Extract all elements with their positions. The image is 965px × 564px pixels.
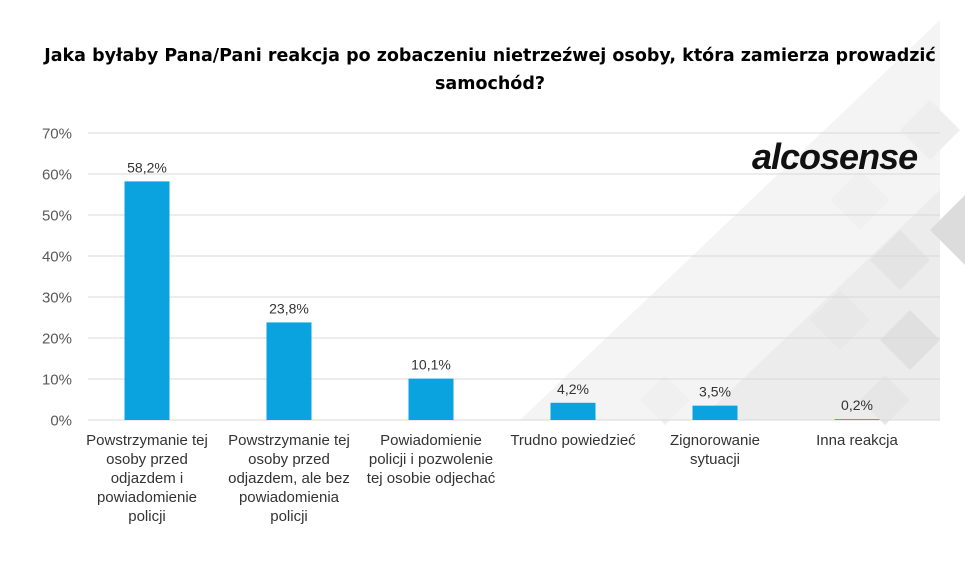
- bar: [692, 405, 738, 420]
- x-tick-label: Powstrzymanie tej osoby przed odjazdem i…: [86, 432, 208, 525]
- y-tick-label: 30%: [42, 290, 72, 307]
- x-tick-label: Trudno powiedzieć: [510, 432, 636, 449]
- y-tick-label: 70%: [42, 126, 72, 143]
- bar: [408, 378, 454, 420]
- data-label: 10,1%: [411, 357, 451, 373]
- data-label: 58,2%: [127, 159, 167, 175]
- data-label: 4,2%: [557, 381, 589, 397]
- x-tick-label: Inna reakcja: [816, 432, 898, 449]
- data-label: 23,8%: [269, 300, 309, 316]
- x-tick-label: Zignorowanie sytuacji: [669, 432, 761, 468]
- bar: [124, 181, 170, 420]
- y-tick-label: 50%: [42, 208, 72, 225]
- x-tick-label: Powiadomienie policji i pozwolenie tej o…: [366, 432, 496, 487]
- data-label: 3,5%: [699, 384, 731, 400]
- bar: [550, 402, 596, 420]
- y-tick-label: 20%: [42, 331, 72, 348]
- y-tick-label: 60%: [42, 167, 72, 184]
- y-tick-label: 40%: [42, 249, 72, 266]
- bar: [266, 322, 312, 420]
- data-label: 0,2%: [841, 397, 873, 413]
- bar: [834, 419, 880, 420]
- y-tick-label: 10%: [42, 372, 72, 389]
- chart-title: Jaka byłaby Pana/Pani reakcja po zobacze…: [44, 46, 936, 94]
- alcosense-logo: alcosense: [752, 136, 918, 177]
- y-tick-label: 0%: [50, 413, 72, 430]
- x-tick-label: Powstrzymanie tej osoby przed odjazdem, …: [228, 432, 350, 525]
